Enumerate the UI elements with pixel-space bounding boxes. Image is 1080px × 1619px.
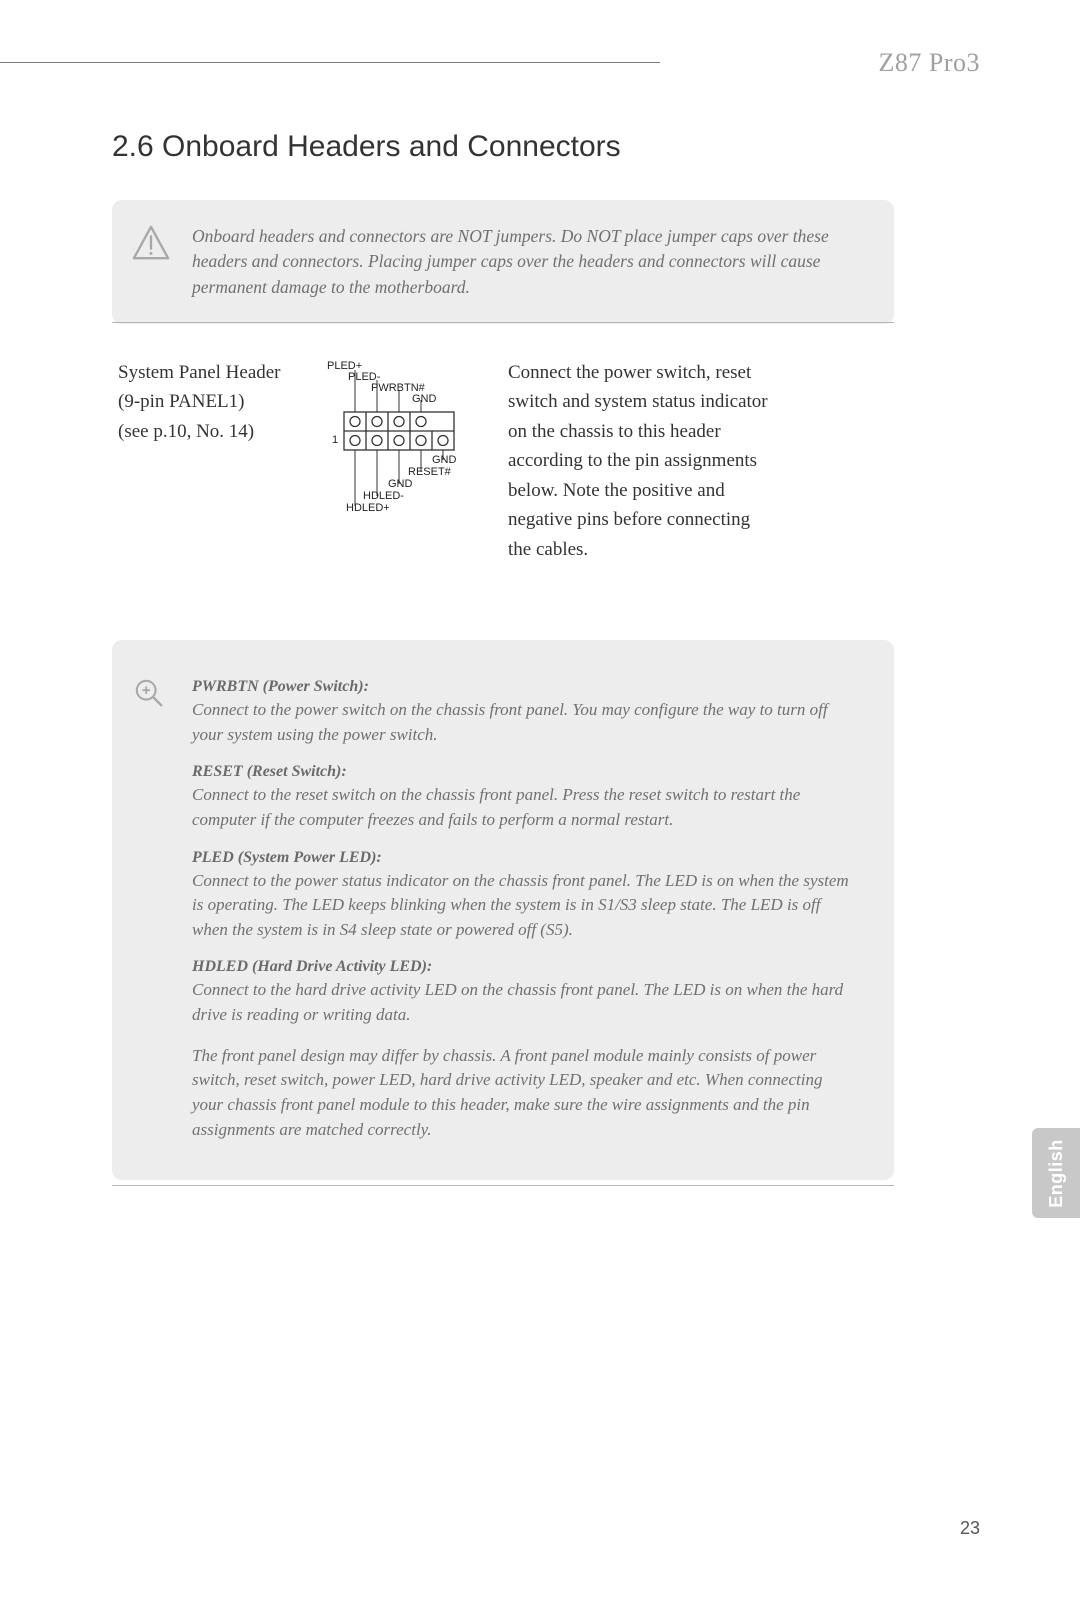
divider [112,322,894,323]
language-tab: English [1032,1128,1080,1218]
detail-reset: RESET (Reset Switch): Connect to the res… [192,763,854,832]
lbl-reset: RESET# [408,466,451,478]
detail-hdled: HDLED (Hard Drive Activity LED): Connect… [192,958,854,1027]
divider-bottom [112,1185,894,1186]
magnify-plus-icon [134,678,164,708]
warning-callout: Onboard headers and connectors are NOT j… [112,200,894,324]
lbl-gnd-t: GND [412,393,436,405]
detail-body: Connect to the power switch on the chass… [192,698,854,747]
header-ref: (see p.10, No. 14) [118,417,338,446]
lbl-hdledp: HDLED+ [346,502,390,514]
detail-pled: PLED (System Power LED): Connect to the … [192,849,854,943]
detail-pwrbtn: PWRBTN (Power Switch): Connect to the po… [192,678,854,747]
warning-text: Onboard headers and connectors are NOT j… [192,224,864,300]
language-label: English [1046,1139,1067,1208]
top-rule [0,62,660,63]
header-name-block: System Panel Header (9-pin PANEL1) (see … [118,358,338,446]
lbl-gnd-b1: GND [388,478,412,490]
lbl-gnd-b2: GND [432,454,456,466]
detail-title: RESET (Reset Switch): [192,763,854,781]
header-subtitle: (9-pin PANEL1) [118,387,338,416]
detail-body: Connect to the hard drive activity LED o… [192,978,854,1027]
warning-icon [132,224,170,262]
detail-footnote: The front panel design may differ by cha… [192,1044,854,1143]
page-number: 23 [960,1518,980,1539]
detail-body: Connect to the power status indicator on… [192,869,854,943]
lbl-hdledm: HDLED- [363,490,404,502]
detail-body: Connect to the reset switch on the chass… [192,783,854,832]
header-description: Connect the power switch, reset switch a… [508,358,768,564]
detail-title: PLED (System Power LED): [192,849,854,867]
model-label: Z87 Pro3 [879,48,981,78]
detail-title: PWRBTN (Power Switch): [192,678,854,696]
detail-title: HDLED (Hard Drive Activity LED): [192,958,854,976]
pin1-label: 1 [332,434,338,446]
pin-diagram: 1 PLED+ PLED- PWRBTN# GND HDLED+ HDLED- … [322,358,492,528]
details-callout: PWRBTN (Power Switch): Connect to the po… [112,640,894,1180]
section-title: 2.6 Onboard Headers and Connectors [112,130,621,164]
header-name: System Panel Header [118,358,338,387]
